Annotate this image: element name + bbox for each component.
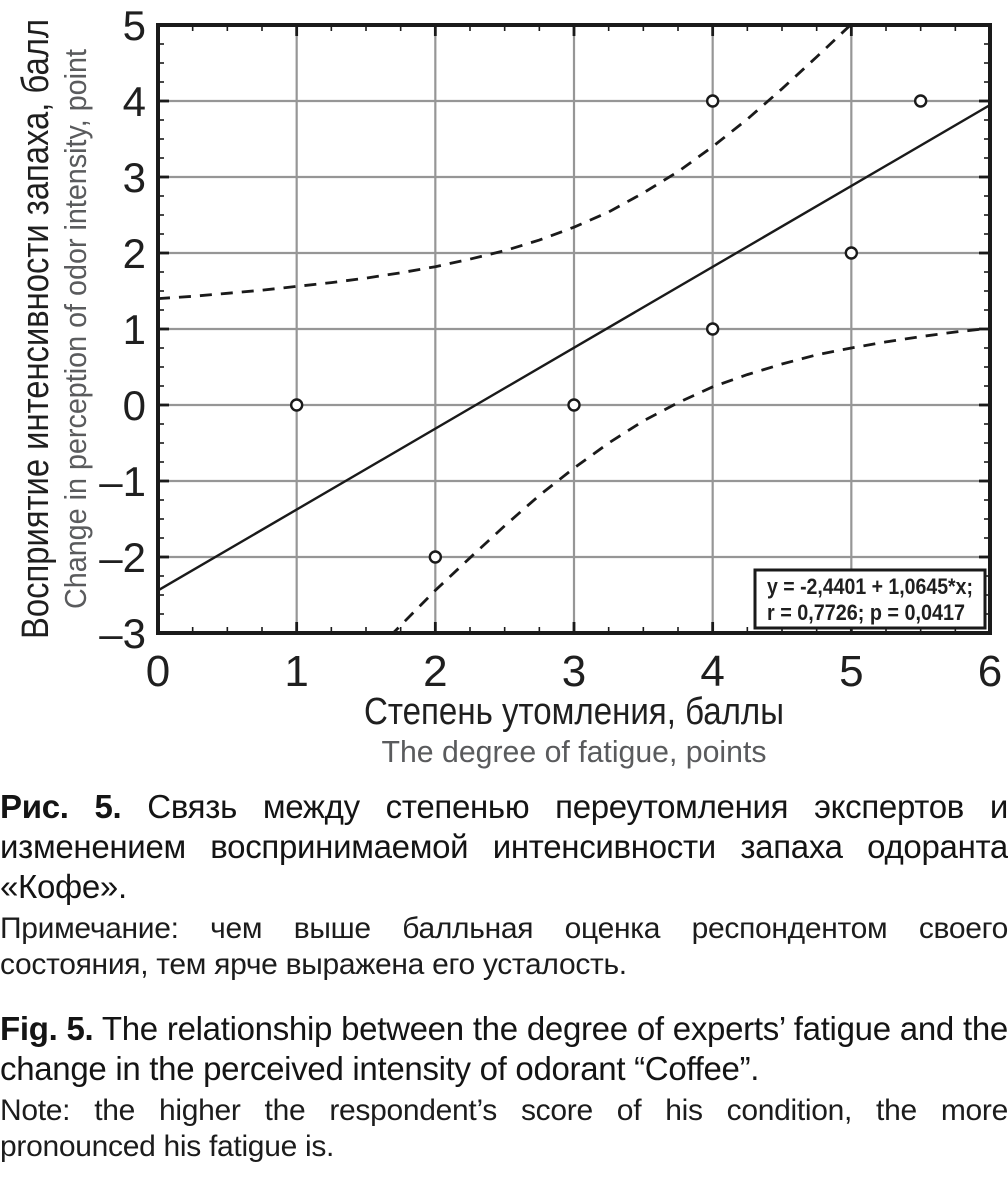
x-tick-label: 5 xyxy=(839,647,863,696)
y-tick-label: 0 xyxy=(123,382,146,429)
x-tick-label: 0 xyxy=(146,647,170,696)
caption-en: Fig. 5. The relationship between the deg… xyxy=(0,1009,1008,1089)
y-tick-label: –2 xyxy=(99,534,146,581)
caption-en-label: Fig. 5. xyxy=(0,1009,94,1047)
scatter-plot: 0 1 2 3 4 5 6 5 4 3 2 1 0 –1 –2 –3 Степень утомления, ба… xyxy=(15,2,1002,769)
x-tick-label: 2 xyxy=(423,647,447,696)
data-point xyxy=(705,94,720,108)
regression-line xyxy=(158,103,990,592)
caption-ru-note: Примечание: чем выше балльная оценка рес… xyxy=(0,911,1008,981)
data-point xyxy=(844,246,859,260)
data-point xyxy=(705,322,720,336)
x-tick-label: 3 xyxy=(562,647,586,696)
caption-en-text: The relationship between the degree of e… xyxy=(0,1009,1008,1087)
data-point xyxy=(567,398,581,412)
caption-ru-label: Рис. 5. xyxy=(0,788,122,825)
x-axis-title-ru: Степень утомления, баллы xyxy=(364,691,784,733)
confidence-band-lower xyxy=(391,326,990,633)
y-tick-label: 2 xyxy=(123,230,146,277)
x-axis-title-en: The degree of fatigue, points xyxy=(382,734,767,769)
x-tick-label: 1 xyxy=(284,647,308,696)
legend-statistics: r = 0,7726; p = 0,0417 xyxy=(767,600,965,625)
legend-equation: y = -2,4401 + 1,0645*x; xyxy=(767,574,973,599)
caption-ru-text: Связь между степенью переутомления экспе… xyxy=(0,788,1008,905)
y-axis-title-en: Change in perception of odor intensity, … xyxy=(58,49,93,609)
x-tick-label: 6 xyxy=(978,647,1002,696)
confidence-band-upper xyxy=(158,25,853,300)
data-point xyxy=(289,398,304,412)
y-tick-label: 4 xyxy=(123,78,146,125)
y-tick-label: –1 xyxy=(99,458,146,505)
data-point xyxy=(913,94,928,108)
y-axis-title-ru: Восприятие интенсивности запаха, балл xyxy=(15,19,57,639)
caption-en-note: Note: the higher the respondent’s score … xyxy=(0,1093,1008,1163)
y-tick-label: 3 xyxy=(123,154,146,201)
legend-box xyxy=(753,568,987,630)
y-tick-label: 1 xyxy=(123,306,146,353)
x-tick-label: 4 xyxy=(700,647,724,696)
y-tick-label: –3 xyxy=(99,610,146,657)
y-tick-label: 5 xyxy=(123,2,146,49)
data-point xyxy=(428,550,443,564)
caption-ru: Рис. 5. Связь между степенью переутомлен… xyxy=(0,787,1008,907)
